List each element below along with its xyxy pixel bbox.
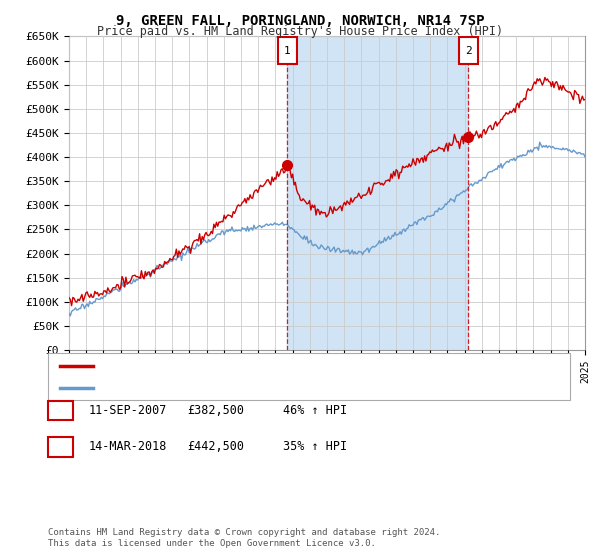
Text: 2: 2 bbox=[57, 440, 64, 454]
Text: 9, GREEN FALL, PORINGLAND, NORWICH, NR14 7SP (detached house): 9, GREEN FALL, PORINGLAND, NORWICH, NR14… bbox=[99, 361, 480, 371]
Text: 46% ↑ HPI: 46% ↑ HPI bbox=[283, 404, 347, 417]
FancyBboxPatch shape bbox=[458, 38, 478, 64]
Bar bbox=[287, 36, 468, 350]
Text: Contains HM Land Registry data © Crown copyright and database right 2024.
This d: Contains HM Land Registry data © Crown c… bbox=[48, 528, 440, 548]
Text: £442,500: £442,500 bbox=[187, 440, 244, 454]
Text: HPI: Average price, detached house, South Norfolk: HPI: Average price, detached house, Sout… bbox=[99, 382, 405, 393]
Text: 14-MAR-2018: 14-MAR-2018 bbox=[88, 440, 167, 454]
Text: 35% ↑ HPI: 35% ↑ HPI bbox=[283, 440, 347, 454]
Text: 1: 1 bbox=[284, 46, 291, 56]
Text: 9, GREEN FALL, PORINGLAND, NORWICH, NR14 7SP: 9, GREEN FALL, PORINGLAND, NORWICH, NR14… bbox=[116, 14, 484, 28]
Text: 1: 1 bbox=[57, 404, 64, 417]
FancyBboxPatch shape bbox=[278, 38, 297, 64]
Text: 11-SEP-2007: 11-SEP-2007 bbox=[88, 404, 167, 417]
Text: 2: 2 bbox=[464, 46, 472, 56]
Text: £382,500: £382,500 bbox=[187, 404, 244, 417]
Text: Price paid vs. HM Land Registry's House Price Index (HPI): Price paid vs. HM Land Registry's House … bbox=[97, 25, 503, 38]
